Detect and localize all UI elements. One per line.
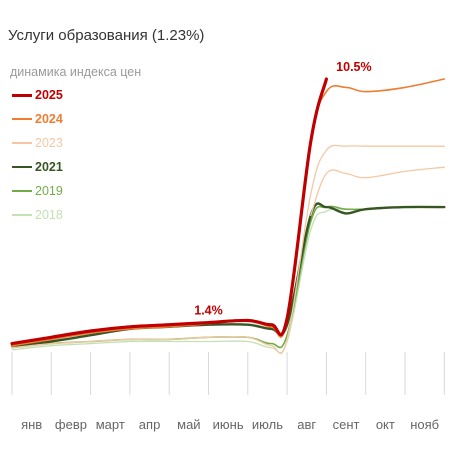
series-line-2025	[10, 77, 328, 346]
legend-label: 2025	[35, 88, 63, 102]
legend-swatch	[12, 214, 32, 216]
x-tick-label: июль	[252, 417, 283, 432]
x-tick-label: февр	[55, 417, 87, 432]
x-tick-label: нояб	[410, 417, 439, 432]
x-tick-label: март	[96, 417, 125, 432]
annotation-label: 1.4%	[194, 304, 223, 318]
legend-swatch	[12, 142, 32, 144]
legend-item: 2019	[12, 184, 63, 198]
legend-label: 2019	[35, 184, 63, 198]
x-tick-label: май	[177, 417, 200, 432]
series-line-2021	[10, 202, 446, 347]
legend-item: 2018	[12, 208, 63, 222]
legend-swatch	[12, 93, 32, 97]
x-tick-label: июнь	[213, 417, 244, 432]
x-tick-label: сент	[333, 417, 360, 432]
series-line-2024	[11, 78, 446, 347]
legend-item: 2024	[12, 112, 63, 126]
legend-item: 2025	[12, 88, 63, 102]
x-tick-label: янв	[21, 417, 42, 432]
legend-label: 2023	[35, 136, 63, 150]
series-line-2018	[11, 206, 445, 354]
annotation-label: 10.5%	[336, 60, 371, 74]
series-line-extra	[310, 166, 445, 217]
legend-swatch	[12, 166, 32, 168]
x-tick-label: окт	[376, 417, 395, 432]
legend-item: 2023	[12, 136, 63, 150]
series-line-2019	[11, 205, 446, 349]
legend-swatch	[12, 118, 32, 120]
chart-subtitle: динамика индекса цен	[10, 65, 142, 79]
x-tick-label: авг	[297, 417, 316, 432]
legend-label: 2024	[35, 112, 63, 126]
chart-title: Услуги образования (1.23%)	[8, 27, 205, 44]
legend-item: 2021	[12, 160, 63, 174]
legend-label: 2021	[35, 160, 63, 174]
x-tick-label: апр	[139, 417, 161, 432]
series-line-2023	[11, 144, 445, 355]
legend-swatch	[12, 190, 32, 192]
legend-label: 2018	[35, 208, 63, 222]
